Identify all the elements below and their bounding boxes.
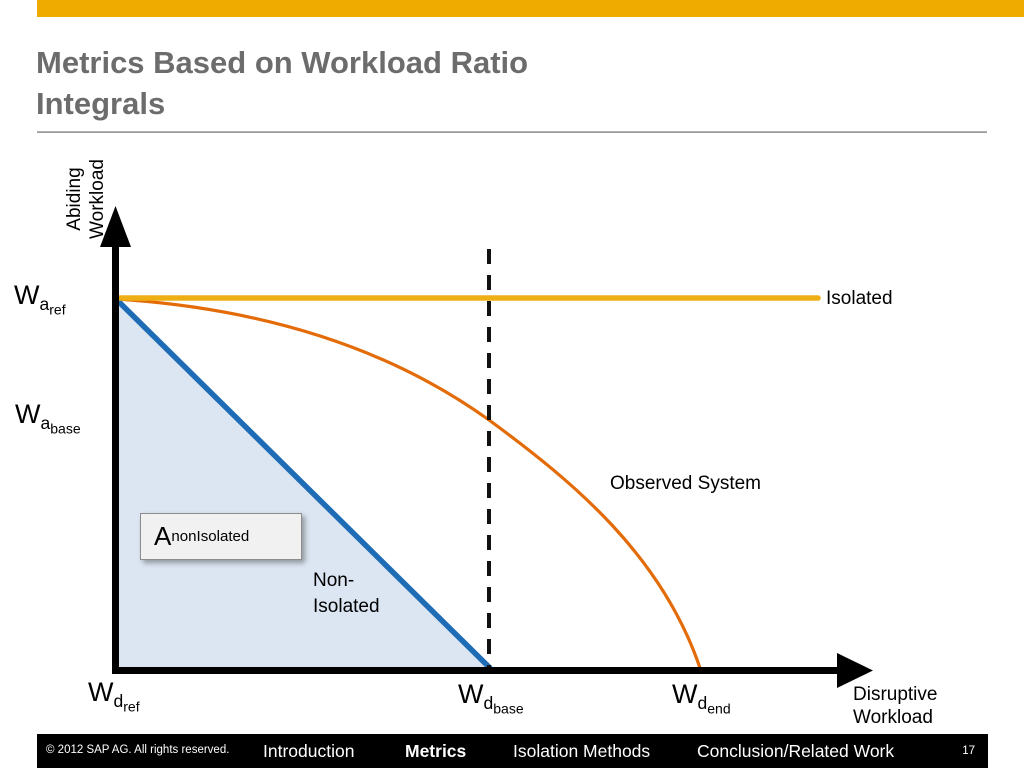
tick-wd-base-main: W [458, 679, 484, 709]
footer-nav-isolation-methods[interactable]: Isolation Methods [513, 741, 651, 761]
area-annotation-main: A [154, 521, 172, 551]
x-axis-title-line1: Disruptive [853, 684, 938, 705]
tick-wa-base: Wabase [15, 399, 81, 436]
y-axis-title-line2: Workload [87, 159, 108, 239]
isolated-series-label: Isolated [826, 288, 893, 309]
tick-wd-base: Wdbase [458, 679, 524, 716]
brand-top-bar [37, 0, 1024, 17]
tick-wa-base-sub: a [40, 413, 51, 434]
footer-nav-conclusion-related-work[interactable]: Conclusion/Related Work [697, 741, 895, 761]
tick-wa-ref-main: W [14, 280, 40, 310]
footer-bar: © 2012 SAP AG. All rights reserved. Intr… [37, 734, 988, 768]
tick-wd-base-sub: d [483, 693, 494, 714]
footer-nav-metrics[interactable]: Metrics [405, 741, 467, 761]
page-title-line2: Integrals [36, 86, 166, 121]
observed-system-series-label: Observed System [610, 473, 761, 494]
page-title: Metrics Based on Workload Ratio Integral… [36, 42, 528, 124]
footer-page-number: 17 [962, 745, 975, 757]
y-axis-line [112, 235, 119, 674]
tick-wd-end-subsub: end [707, 700, 731, 717]
tick-wa-base-main: W [15, 399, 41, 429]
tick-wa-ref-sub: a [39, 294, 50, 315]
tick-wd-end-sub: d [697, 693, 708, 714]
tick-wd-base-subsub: base [493, 700, 524, 717]
tick-wd-ref-main: W [88, 677, 114, 707]
tick-wd-ref: Wdref [88, 677, 140, 714]
title-divider [37, 131, 987, 133]
tick-wa-ref-subsub: ref [49, 301, 66, 318]
y-axis-arrowhead-icon [100, 206, 131, 247]
tick-wd-ref-sub: d [113, 691, 124, 712]
x-axis-arrowhead-icon [837, 653, 873, 688]
tick-wd-ref-subsub: ref [123, 698, 140, 715]
footer-copyright: © 2012 SAP AG. All rights reserved. [46, 744, 230, 756]
y-axis-title: Abiding Workload [24, 138, 148, 260]
y-axis-title-line1: Abiding [64, 167, 85, 231]
non-isolated-line [113, 296, 493, 671]
tick-wa-base-subsub: base [50, 420, 81, 437]
x-axis-title: Disruptive Workload [853, 683, 937, 729]
footer-nav-introduction[interactable]: Introduction [263, 741, 355, 761]
non-isolated-series-label: Non- Isolated [313, 568, 380, 620]
tick-wd-end: Wdend [672, 679, 731, 716]
non-isolated-series-label-line1: Non- [313, 570, 355, 591]
x-axis-line [112, 667, 846, 674]
page-title-line1: Metrics Based on Workload Ratio [36, 45, 529, 80]
tick-wa-ref: Waref [14, 280, 66, 317]
non-isolated-series-label-line2: Isolated [313, 596, 380, 617]
tick-wd-end-main: W [672, 679, 698, 709]
x-axis-title-line2: Workload [853, 707, 933, 728]
